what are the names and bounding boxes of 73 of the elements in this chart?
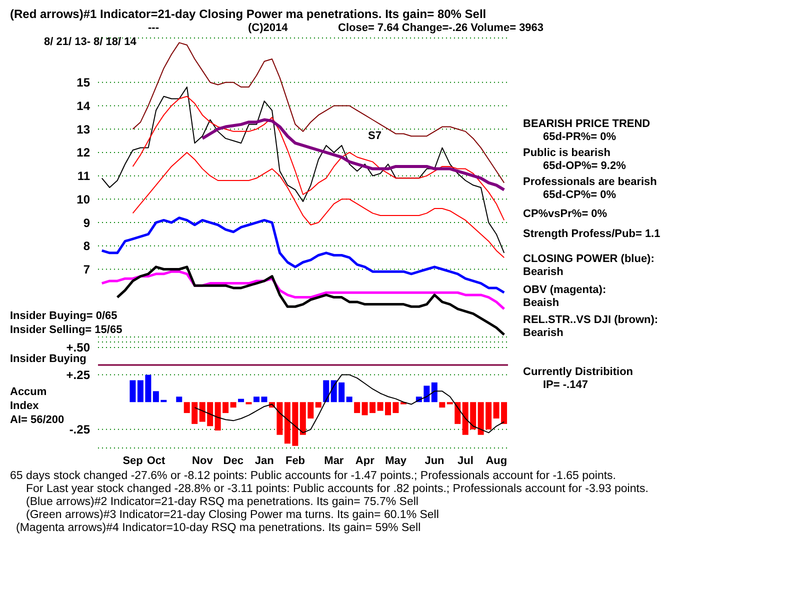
line-series: [132, 96, 505, 221]
text: ---: [148, 22, 159, 35]
bar: [439, 402, 446, 408]
text: OBV (magenta):: [523, 284, 606, 297]
x-tick-label: May: [385, 454, 408, 467]
y-tick-label: 10: [76, 192, 90, 206]
bar: [238, 398, 244, 402]
y-tick-label: +.25: [66, 368, 90, 382]
ref-line-label: Insider Buying: [10, 352, 86, 365]
text: BEARISH PRICE TREND: [523, 118, 650, 131]
bar: [354, 402, 360, 414]
x-tick-label: Apr: [355, 454, 376, 467]
line-series: [101, 86, 505, 254]
x-tick-label: Jul: [458, 454, 474, 467]
text: (Magenta arrows)#4 Indicator=10-day RSQ ma penetrations. Its gain= 59% Sell: [16, 522, 421, 535]
text: (C)2014: [248, 22, 288, 35]
y-tick-label: 12: [76, 146, 90, 160]
text: For Last year stock changed -28.8% or -3.11 points: Public accounts for .82 points.; Professionals account for -3.93 points.: [26, 483, 648, 496]
line-series: [200, 118, 506, 192]
x-tick-label: Aug: [486, 454, 508, 467]
text: 65d-PR%= 0%: [543, 131, 616, 144]
x-tick-label: Feb: [285, 454, 306, 467]
bar: [323, 380, 330, 402]
bar: [431, 382, 438, 402]
y-tick-label: 8: [83, 239, 90, 254]
x-tick-label: Jan: [254, 454, 274, 467]
text: Strength Profess/Pub= 1.1: [523, 228, 660, 241]
annotation: Insider Selling= 15/65: [10, 324, 122, 337]
chart-title: (Red arrows)#1 Indicator=21-day Closing Power ma penetrations. Its gain= 80% Sell: [10, 7, 486, 21]
x-tick-label: Sep: [122, 454, 144, 467]
y-tick-label: 9: [83, 216, 90, 230]
text: (Green arrows)#3 Indicator=21-day Closing Power ma turns. Its gain= 60.1% Sell: [26, 509, 439, 522]
text: CLOSING POWER (blue):: [523, 253, 654, 266]
bar: [346, 396, 352, 402]
text: Beaish: [523, 297, 560, 310]
y-tick-label: 7: [83, 262, 90, 277]
x-tick-label: Oct: [146, 454, 166, 467]
text: Public is bearish: [523, 147, 610, 160]
x-tick-label: Jun: [424, 454, 445, 467]
text: (Blue arrows)#2 Indicator=21-day RSQ ma penetrations. Its gain= 75.7% Sell: [26, 496, 418, 509]
line-series: [100, 216, 506, 294]
text: Accum: [10, 386, 47, 399]
text: IP= -.147: [543, 379, 588, 392]
text: Bearish: [523, 266, 564, 279]
y-tick-label: -.25: [69, 422, 90, 437]
line-series: [132, 152, 505, 258]
y-tick-label: 11: [77, 169, 90, 184]
text: Bearish: [523, 327, 564, 340]
annotation: Insider Buying= 0/65: [10, 310, 118, 323]
bar: [315, 402, 322, 408]
text: REL.STR..VS DJI (brown):: [523, 314, 658, 327]
x-tick-label: Nov: [192, 454, 214, 467]
y-tick-label: 14: [76, 99, 90, 113]
chart-subtitle: 8/ 21/ 13- 8/ 18/ 14: [44, 36, 136, 49]
y-tick-label: 13: [76, 122, 90, 136]
bar: [130, 380, 136, 402]
x-tick-label: Dec: [223, 454, 244, 467]
y-tick-label: +.50: [66, 340, 90, 355]
text: Index: [10, 400, 39, 413]
text: CP%vsPr%= 0%: [523, 208, 608, 221]
text: 65 days stock changed -27.6% or -8.12 points: Public accounts for -1.47 points.; Professionals account for -1.65 points.: [10, 470, 616, 483]
text: 65d-CP%= 0%: [543, 189, 616, 202]
text: 65d-OP%= 9.2%: [543, 160, 626, 173]
bar: [176, 396, 182, 402]
text: AI= 56/200: [10, 414, 64, 427]
text: Close= 7.64 Change=-.26 Volume= 3963: [338, 22, 544, 35]
text: Currently Distribition: [523, 366, 634, 379]
x-tick-label: Mar: [324, 454, 344, 467]
text: Professionals are bearish: [523, 176, 657, 189]
line-series: [194, 374, 505, 434]
y-tick-label: 15: [76, 76, 90, 90]
bar: [230, 402, 236, 408]
annotation: S7: [368, 130, 382, 143]
